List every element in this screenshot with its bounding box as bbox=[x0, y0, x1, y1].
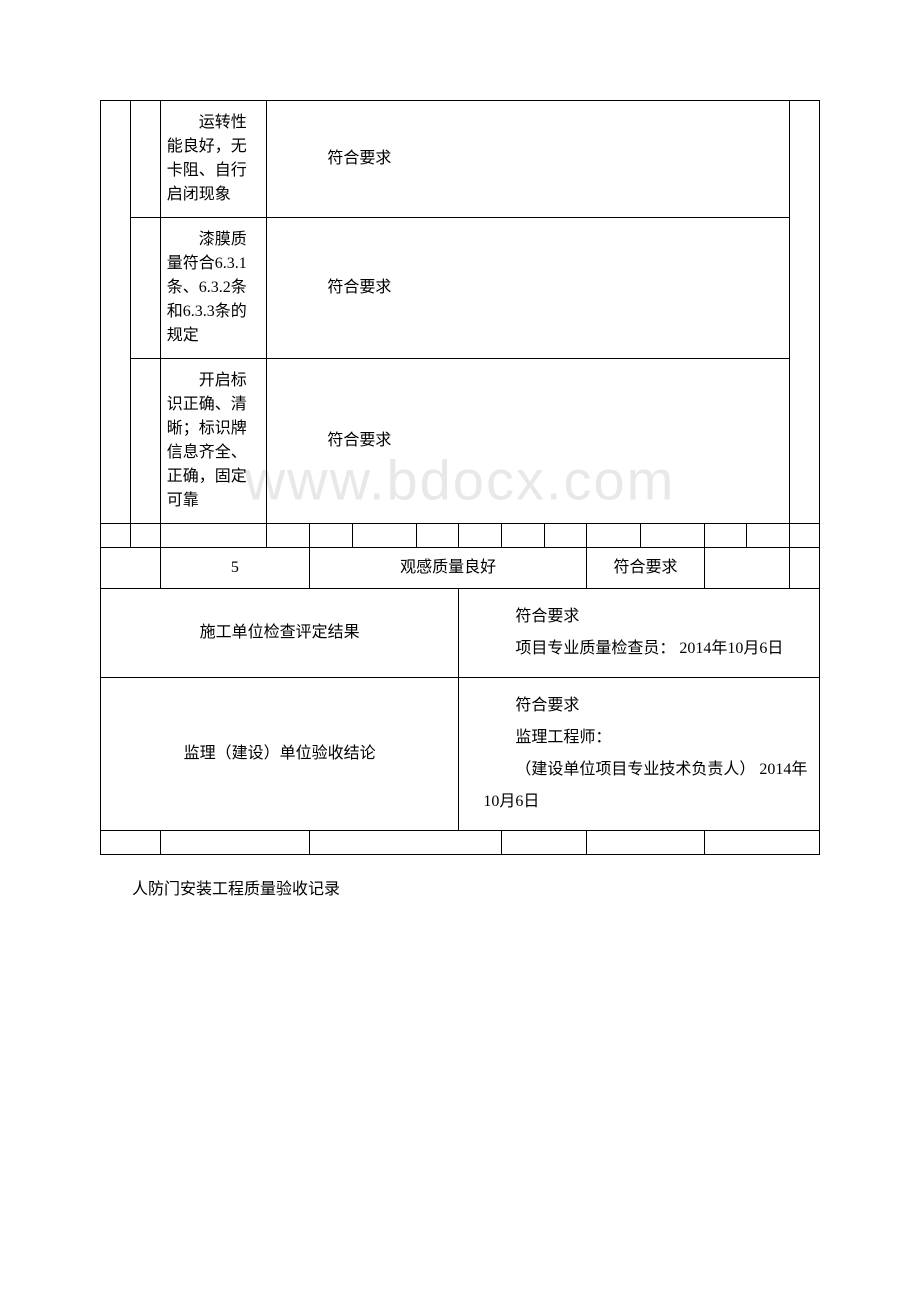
inspection-table: 运转性能良好，无卡阻、自行启闭现象 符合要求 漆膜质量符合6.3.1条、6.3.… bbox=[100, 100, 820, 855]
cell-empty bbox=[101, 548, 161, 589]
conclusion-content: 符合要求 项目专业质量检查员： 2014年10月6日 bbox=[459, 589, 820, 678]
table-row: 5 观感质量良好 符合要求 bbox=[101, 548, 820, 589]
table-row: 漆膜质量符合6.3.1条、6.3.2条和6.3.3条的规定 符合要求 bbox=[101, 218, 820, 359]
cell-empty bbox=[160, 524, 267, 548]
cell-empty bbox=[310, 524, 353, 548]
conclusion-content: 符合要求 监理工程师： （建设单位项目专业技术负责人） 2014年10月6日 bbox=[459, 678, 820, 831]
cell-empty bbox=[160, 831, 309, 855]
table-row: 监理（建设）单位验收结论 符合要求 监理工程师： （建设单位项目专业技术负责人）… bbox=[101, 678, 820, 831]
cell-empty bbox=[704, 524, 747, 548]
cell-empty bbox=[704, 831, 819, 855]
row5-result: 符合要求 bbox=[587, 548, 704, 589]
footer-title: 人防门安装工程质量验收记录 bbox=[100, 875, 820, 899]
cell-empty bbox=[101, 101, 131, 524]
cell-empty bbox=[502, 524, 545, 548]
cell-empty bbox=[130, 524, 160, 548]
requirement-desc: 开启标识正确、清晰；标识牌信息齐全、正确，固定可靠 bbox=[160, 359, 267, 524]
cell-empty bbox=[587, 831, 704, 855]
cell-empty bbox=[459, 524, 502, 548]
result-cell: 符合要求 bbox=[267, 359, 790, 524]
cell-empty bbox=[789, 101, 819, 524]
cell-empty bbox=[502, 831, 587, 855]
conclusion-line: 项目专业质量检查员： 2014年10月6日 bbox=[483, 633, 809, 665]
cell-empty bbox=[544, 524, 587, 548]
cell-empty bbox=[704, 548, 789, 589]
cell-empty bbox=[101, 831, 161, 855]
conclusion-label: 监理（建设）单位验收结论 bbox=[101, 678, 459, 831]
cell-empty bbox=[267, 524, 310, 548]
cell-empty bbox=[310, 831, 502, 855]
table-row: 运转性能良好，无卡阻、自行启闭现象 符合要求 bbox=[101, 101, 820, 218]
table-row: 开启标识正确、清晰；标识牌信息齐全、正确，固定可靠 符合要求 bbox=[101, 359, 820, 524]
conclusion-line: 符合要求 bbox=[483, 690, 809, 722]
conclusion-line: （建设单位项目专业技术负责人） 2014年10月6日 bbox=[483, 754, 809, 818]
row-number: 5 bbox=[160, 548, 309, 589]
cell-empty bbox=[416, 524, 459, 548]
table-row bbox=[101, 524, 820, 548]
cell-empty bbox=[587, 524, 640, 548]
cell-empty bbox=[747, 524, 790, 548]
requirement-desc: 漆膜质量符合6.3.1条、6.3.2条和6.3.3条的规定 bbox=[160, 218, 267, 359]
cell-empty bbox=[130, 101, 160, 218]
requirement-desc: 运转性能良好，无卡阻、自行启闭现象 bbox=[160, 101, 267, 218]
conclusion-label: 施工单位检查评定结果 bbox=[101, 589, 459, 678]
row5-desc: 观感质量良好 bbox=[310, 548, 587, 589]
cell-empty bbox=[789, 524, 819, 548]
table-row bbox=[101, 831, 820, 855]
conclusion-line: 符合要求 bbox=[483, 601, 809, 633]
conclusion-line: 监理工程师： bbox=[483, 722, 809, 754]
cell-empty bbox=[789, 548, 819, 589]
cell-empty bbox=[352, 524, 416, 548]
cell-empty bbox=[130, 218, 160, 359]
cell-empty bbox=[101, 524, 131, 548]
result-cell: 符合要求 bbox=[267, 101, 790, 218]
result-cell: 符合要求 bbox=[267, 218, 790, 359]
table-row: 施工单位检查评定结果 符合要求 项目专业质量检查员： 2014年10月6日 bbox=[101, 589, 820, 678]
cell-empty bbox=[130, 359, 160, 524]
cell-empty bbox=[640, 524, 704, 548]
